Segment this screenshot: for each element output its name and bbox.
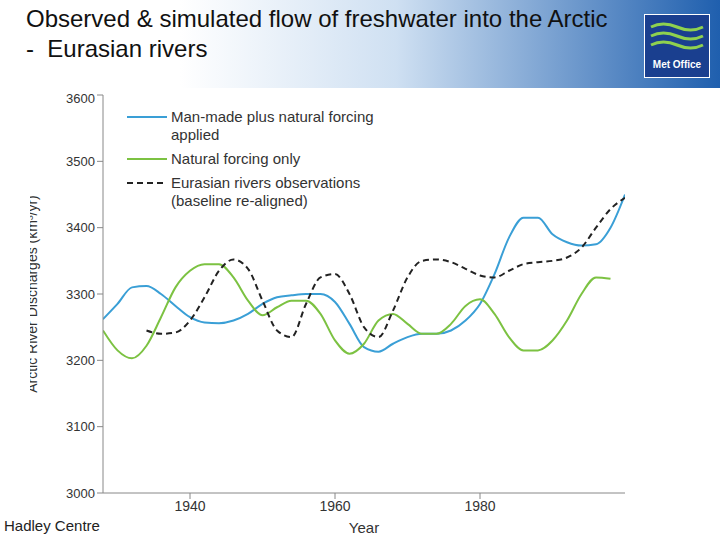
html-text:Natural forcing only: Natural forcing only: [171, 150, 301, 167]
html-text:Eurasian rivers observations (: Eurasian rivers observations (baseline r…: [171, 174, 361, 209]
svg-text:3200: 3200: [66, 353, 95, 368]
svg-text:3300: 3300: [66, 287, 95, 302]
html-text:Man-made plus natural forcing: Man-made plus natural forcing applied: [171, 108, 374, 143]
svg-text:Arctic River Discharges (km³/y: Arctic River Discharges (km³/yr): [30, 195, 40, 393]
svg-text:Year: Year: [349, 519, 379, 536]
svg-text:3500: 3500: [66, 154, 95, 169]
html-text:Observed & simulated flow of f: Observed & simulated flow of freshwater …: [26, 5, 615, 62]
svg-text:3400: 3400: [66, 220, 95, 235]
svg-text:1940: 1940: [174, 498, 205, 514]
svg-text:3100: 3100: [66, 419, 95, 434]
svg-text:1980: 1980: [464, 498, 495, 514]
svg-text:3600: 3600: [66, 91, 95, 106]
html-text:Met Office: Met Office: [652, 59, 702, 70]
svg-text:1960: 1960: [319, 498, 350, 514]
svg-text:3000: 3000: [66, 486, 95, 501]
html-text:Hadley Centre: Hadley Centre: [4, 517, 100, 534]
